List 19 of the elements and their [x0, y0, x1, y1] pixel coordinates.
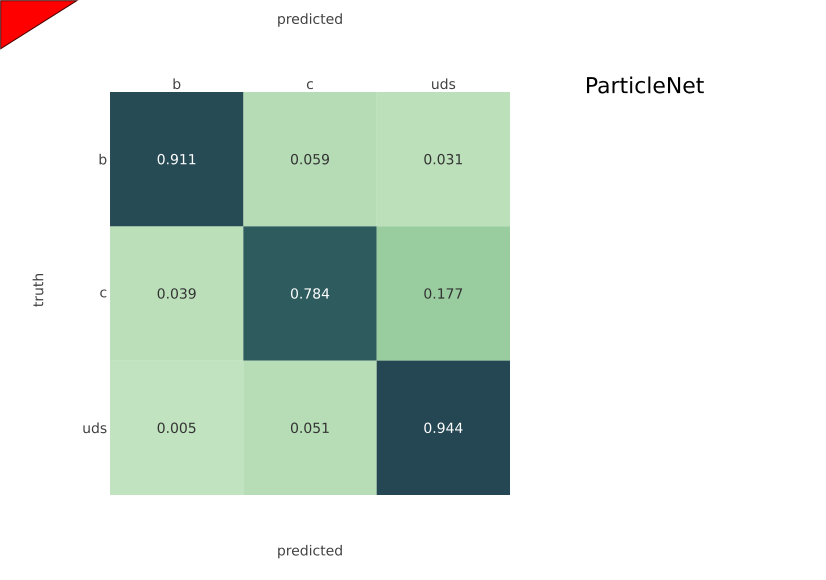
x-tick-label: b [174, 78, 180, 90]
x-tick-label: uds [432, 78, 456, 90]
data-label: 0.039 [158, 288, 196, 299]
data-label: 0.059 [290, 154, 329, 164]
x2-axis-title: predicted [278, 13, 342, 27]
text: ParticleNet [587, 76, 704, 94]
data-label: 0.005 [158, 422, 196, 434]
data-label: 0.911 [158, 154, 196, 164]
x-tick-label: c [306, 81, 313, 90]
x-axis-title: predicted [278, 544, 342, 558]
data-label: 0.051 [290, 422, 329, 434]
y-tick-label: uds [83, 422, 106, 434]
y-tick-label: c [100, 289, 106, 298]
y-axis-title: truth [32, 274, 44, 307]
data-label: 0.784 [290, 288, 330, 299]
data-label: 0.944 [424, 422, 463, 434]
y-tick-label: b [100, 154, 106, 165]
data-label: 0.177 [424, 288, 462, 299]
data-label: 0.031 [424, 154, 462, 164]
